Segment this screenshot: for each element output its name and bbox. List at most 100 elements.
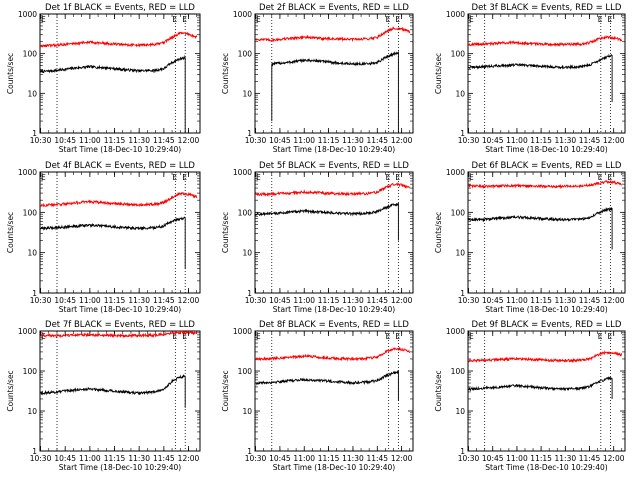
x-tick-label: 11:15	[318, 454, 340, 463]
series-lld	[468, 34, 623, 47]
x-tick-label: 12:00	[178, 296, 200, 305]
x-tick-label: 11:45	[366, 296, 388, 305]
y-axis-title: Counts/sec	[434, 212, 443, 253]
x-tick-label: 11:15	[318, 296, 340, 305]
x-tick-label: 12:00	[178, 454, 200, 463]
x-tick-label: 11:15	[530, 136, 552, 145]
x-tick-label: 10:45	[54, 454, 76, 463]
marker-label: E	[469, 15, 474, 24]
x-tick-label: 10:30	[458, 296, 480, 305]
y-tick-label: 1000	[446, 327, 465, 336]
y-axis-title: Counts/sec	[434, 53, 443, 94]
x-tick-label: 10:30	[245, 296, 267, 305]
x-tick-label: 11:15	[318, 136, 340, 145]
x-tick-label: 11:45	[579, 454, 601, 463]
series-lld	[255, 26, 411, 43]
y-axis-title: Counts/sec	[6, 212, 15, 253]
y-tick-label: 10	[242, 407, 252, 416]
x-tick-label: 11:45	[153, 296, 175, 305]
x-tick-label: 12:00	[603, 454, 625, 463]
series-lld	[40, 191, 198, 208]
y-tick-label: 1	[247, 447, 252, 456]
x-tick-label: 10:30	[458, 136, 480, 145]
y-tick-label: 100	[451, 367, 466, 376]
plot-frame	[467, 330, 626, 452]
y-tick-label: 1000	[446, 168, 465, 177]
y-tick-label: 10	[27, 407, 37, 416]
x-tick-label: 12:00	[391, 296, 413, 305]
x-tick-label: 11:00	[79, 454, 101, 463]
x-axis-title: Start Time (18-Dec-10 10:29:40)	[273, 145, 395, 154]
y-tick-label: 10	[27, 249, 37, 258]
x-tick-label: 10:45	[269, 136, 291, 145]
marker-label: E	[395, 15, 400, 24]
series-events	[468, 53, 613, 103]
x-axis-title: Start Time (18-Dec-10 10:29:40)	[273, 463, 395, 472]
x-tick-label: 11:00	[506, 296, 528, 305]
y-tick-label: 10	[242, 249, 252, 258]
x-axis-title: Start Time (18-Dec-10 10:29:40)	[485, 305, 607, 314]
marker-label: E	[172, 173, 177, 182]
x-tick-label: 11:45	[579, 296, 601, 305]
marker-label: E	[386, 173, 391, 182]
panel-title: Det 4f BLACK = Events, RED = LLD	[45, 161, 195, 171]
y-axis-title: Counts/sec	[434, 370, 443, 411]
x-tick-label: 11:30	[342, 454, 364, 463]
series-events	[40, 374, 186, 408]
y-tick-label: 10	[455, 89, 465, 98]
x-tick-label: 11:45	[579, 136, 601, 145]
panel-title: Det 5f BLACK = Events, RED = LLD	[259, 161, 409, 171]
y-tick-label: 1000	[233, 168, 252, 177]
x-tick-label: 11:00	[506, 454, 528, 463]
x-tick-label: 10:45	[482, 454, 504, 463]
marker-label: E	[182, 15, 187, 24]
plot-frame	[39, 13, 201, 134]
x-axis-title: Start Time (18-Dec-10 10:29:40)	[485, 463, 607, 472]
x-tick-label: 11:15	[530, 454, 552, 463]
marker-label: E	[386, 332, 391, 341]
panel-title: Det 3f BLACK = Events, RED = LLD	[472, 3, 622, 13]
x-tick-label: 12:00	[391, 454, 413, 463]
series-events	[468, 376, 613, 399]
y-axis-title: Counts/sec	[221, 212, 230, 253]
y-tick-label: 100	[23, 208, 38, 217]
x-tick-label: 11:30	[128, 136, 150, 145]
y-tick-label: 1	[32, 289, 37, 298]
x-tick-label: 11:00	[293, 454, 315, 463]
y-tick-label: 10	[455, 249, 465, 258]
x-tick-label: 10:30	[458, 454, 480, 463]
x-tick-label: 12:00	[391, 136, 413, 145]
x-axis-title: Start Time (18-Dec-10 10:29:40)	[59, 305, 181, 314]
y-tick-label: 1	[460, 289, 465, 298]
y-tick-label: 1	[460, 447, 465, 456]
y-tick-label: 1000	[18, 10, 37, 19]
x-tick-label: 11:30	[128, 296, 150, 305]
series-lld	[255, 181, 410, 197]
x-tick-label: 11:30	[555, 136, 577, 145]
series-lld	[468, 179, 622, 190]
x-tick-label: 10:30	[30, 136, 52, 145]
series-events	[271, 51, 399, 133]
marker-label: E	[172, 332, 177, 341]
marker-label: E	[607, 15, 612, 24]
marker-label: E	[41, 15, 46, 24]
x-tick-label: 11:15	[104, 296, 126, 305]
y-axis-title: Counts/sec	[6, 370, 15, 411]
plot-frame	[254, 171, 414, 294]
series-lld	[468, 349, 623, 364]
x-tick-label: 10:45	[54, 136, 76, 145]
marker-label: E	[598, 15, 603, 24]
x-tick-label: 10:30	[245, 136, 267, 145]
marker-label: E	[598, 332, 603, 341]
marker-label: E	[395, 332, 400, 341]
y-tick-label: 1	[32, 129, 37, 138]
y-tick-label: 100	[451, 208, 466, 217]
panel-title: Det 8f BLACK = Events, RED = LLD	[259, 320, 409, 330]
panel-title: Det 1f BLACK = Events, RED = LLD	[45, 3, 195, 13]
y-tick-label: 100	[23, 367, 38, 376]
x-tick-label: 12:00	[178, 136, 200, 145]
marker-label: E	[469, 332, 474, 341]
